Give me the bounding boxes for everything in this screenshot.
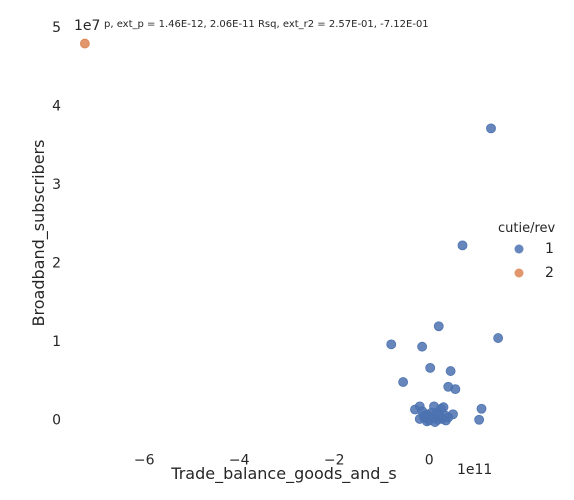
data-point-series-1 (425, 362, 436, 373)
data-point-series-1 (417, 341, 428, 352)
x-tick-label: 0 (425, 453, 434, 469)
legend-marker (514, 244, 524, 254)
data-point-series-1 (476, 403, 487, 414)
data-point-series-1 (493, 333, 504, 343)
x-ticks: −6 −4 −2 0 (134, 453, 434, 469)
legend-label: 1 (545, 241, 554, 257)
legend: cutie/rev 1 2 (498, 221, 556, 281)
y-tick-label: 5 (52, 20, 61, 36)
legend-label: 2 (545, 265, 554, 281)
y-tick-label: 2 (52, 255, 61, 271)
y-axis-label: Broadband_subscribers (29, 140, 49, 327)
data-point-series-1 (474, 414, 485, 425)
data-point-series-1 (445, 366, 456, 376)
data-point-series-1 (386, 339, 397, 350)
x-tick-label: −4 (229, 453, 250, 469)
x-offset-label: 1e11 (457, 462, 492, 478)
y-offset-label: 1e7 (74, 18, 100, 34)
data-point-series-2 (79, 38, 90, 49)
y-tick-label: 4 (52, 98, 61, 114)
data-point-series-1 (486, 123, 496, 134)
y-ticks: 0 1 2 3 4 5 (52, 20, 61, 429)
data-point-series-1 (457, 240, 468, 251)
legend-title: cutie/rev (498, 221, 556, 236)
legend-marker (514, 268, 524, 278)
data-point-series-1 (450, 384, 461, 395)
data-point-series-1 (418, 410, 429, 421)
y-tick-label: 0 (52, 413, 61, 429)
y-tick-label: 1 (52, 334, 61, 350)
x-tick-label: −2 (324, 453, 345, 469)
x-tick-label: −6 (134, 453, 155, 469)
y-tick-label: 3 (52, 177, 61, 193)
x-axis-label: Trade_balance_goods_and_s (170, 464, 396, 484)
data-point-series-1 (433, 321, 444, 332)
chart-title: p, ext_p = 1.46E-12, 2.06E-11 Rsq, ext_r… (104, 19, 429, 30)
plot-points (79, 38, 504, 427)
data-point-series-1 (398, 377, 409, 387)
data-point-series-1 (443, 412, 454, 423)
